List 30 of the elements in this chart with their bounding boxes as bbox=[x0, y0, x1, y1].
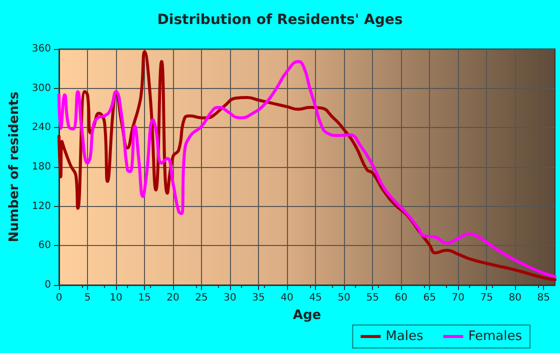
x-tick-label: 0 bbox=[56, 292, 62, 304]
y-tick-label: 240 bbox=[32, 122, 51, 134]
x-tick-label: 35 bbox=[252, 292, 265, 304]
x-tick-label: 30 bbox=[224, 292, 236, 304]
legend-label: Females bbox=[468, 329, 522, 344]
x-tick-label: 45 bbox=[309, 292, 322, 304]
x-tick-label: 60 bbox=[394, 292, 408, 304]
x-tick-label: 10 bbox=[110, 292, 122, 304]
y-tick-label: 120 bbox=[32, 200, 51, 212]
x-tick-label: 50 bbox=[338, 292, 350, 304]
x-tick-label: 85 bbox=[537, 292, 550, 304]
y-tick-label: 300 bbox=[32, 82, 51, 94]
y-axis-title: Number of residents bbox=[7, 91, 22, 242]
x-tick-label: 55 bbox=[366, 292, 379, 304]
x-tick-label: 80 bbox=[508, 292, 522, 304]
y-tick-label: 60 bbox=[38, 240, 51, 252]
x-axis-title: Age bbox=[292, 308, 322, 323]
x-tick-label: 40 bbox=[280, 292, 294, 304]
x-tick-label: 20 bbox=[166, 292, 180, 304]
x-tick-label: 65 bbox=[423, 292, 436, 304]
x-tick-label: 75 bbox=[480, 292, 493, 304]
x-tick-label: 15 bbox=[138, 292, 151, 304]
y-tick-label: 0 bbox=[44, 280, 51, 290]
chart-title: Distribution of Residents' Ages bbox=[157, 12, 403, 28]
x-tick-label: 5 bbox=[84, 292, 91, 304]
x-tick-label: 25 bbox=[195, 292, 208, 304]
y-tick-label: 360 bbox=[32, 44, 51, 54]
y-tick-label: 180 bbox=[32, 162, 51, 172]
x-tick-label: 70 bbox=[452, 292, 464, 304]
legend-label: Males bbox=[386, 329, 424, 344]
